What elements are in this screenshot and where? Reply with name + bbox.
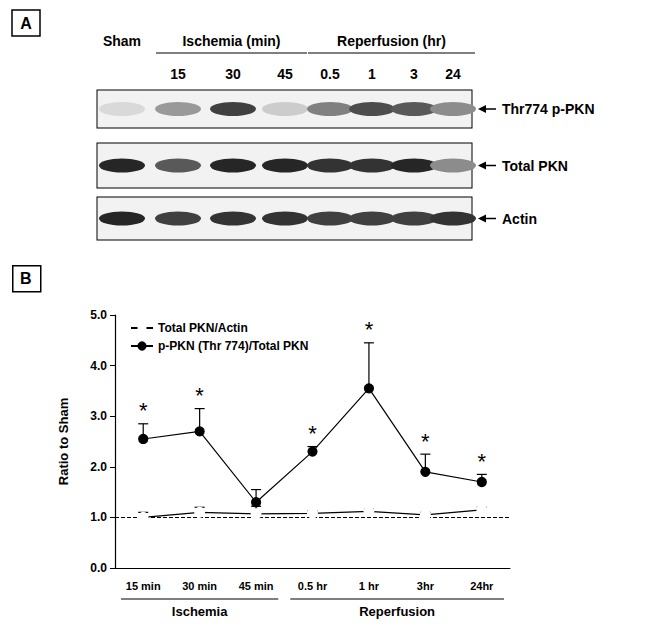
svg-text:1: 1 <box>368 66 376 82</box>
svg-text:4.0: 4.0 <box>90 359 107 373</box>
svg-text:*: * <box>421 429 430 454</box>
svg-text:Actin: Actin <box>502 211 537 227</box>
svg-text:0.0: 0.0 <box>90 561 107 575</box>
svg-text:3.0: 3.0 <box>90 409 107 423</box>
svg-text:24hr: 24hr <box>470 580 494 592</box>
svg-text:*: * <box>139 398 148 423</box>
svg-text:2.0: 2.0 <box>90 460 107 474</box>
svg-text:Reperfusion (hr): Reperfusion (hr) <box>337 33 446 49</box>
svg-text:5.0: 5.0 <box>90 308 107 322</box>
svg-text:15 min: 15 min <box>126 580 161 592</box>
svg-text:24: 24 <box>445 66 461 82</box>
svg-text:30 min: 30 min <box>182 580 217 592</box>
svg-text:1 hr: 1 hr <box>359 580 380 592</box>
svg-text:Ischemia: Ischemia <box>172 604 228 619</box>
svg-text:45 min: 45 min <box>239 580 274 592</box>
svg-text:Total PKN/Actin: Total PKN/Actin <box>158 321 248 335</box>
svg-text:Sham: Sham <box>103 33 141 49</box>
svg-text:*: * <box>308 421 317 446</box>
svg-text:Total PKN: Total PKN <box>502 158 568 174</box>
svg-text:*: * <box>365 317 374 342</box>
svg-text:A: A <box>20 15 32 32</box>
svg-text:Ischemia (min): Ischemia (min) <box>182 33 280 49</box>
svg-text:B: B <box>20 270 32 287</box>
svg-text:Thr774 p-PKN: Thr774 p-PKN <box>502 101 595 117</box>
svg-text:45: 45 <box>277 66 293 82</box>
svg-text:Ratio to Sham: Ratio to Sham <box>56 398 71 485</box>
svg-text:0.5 hr: 0.5 hr <box>298 580 328 592</box>
svg-text:1.0: 1.0 <box>90 510 107 524</box>
svg-text:*: * <box>195 383 204 408</box>
svg-text:30: 30 <box>225 66 241 82</box>
svg-text:15: 15 <box>170 66 186 82</box>
svg-text:*: * <box>478 449 487 474</box>
svg-text:0.5: 0.5 <box>320 66 340 82</box>
svg-text:Reperfusion: Reperfusion <box>359 604 435 619</box>
svg-text:3: 3 <box>410 66 418 82</box>
svg-text:p-PKN (Thr 774)/Total PKN: p-PKN (Thr 774)/Total PKN <box>158 339 308 353</box>
svg-text:3hr: 3hr <box>417 580 435 592</box>
